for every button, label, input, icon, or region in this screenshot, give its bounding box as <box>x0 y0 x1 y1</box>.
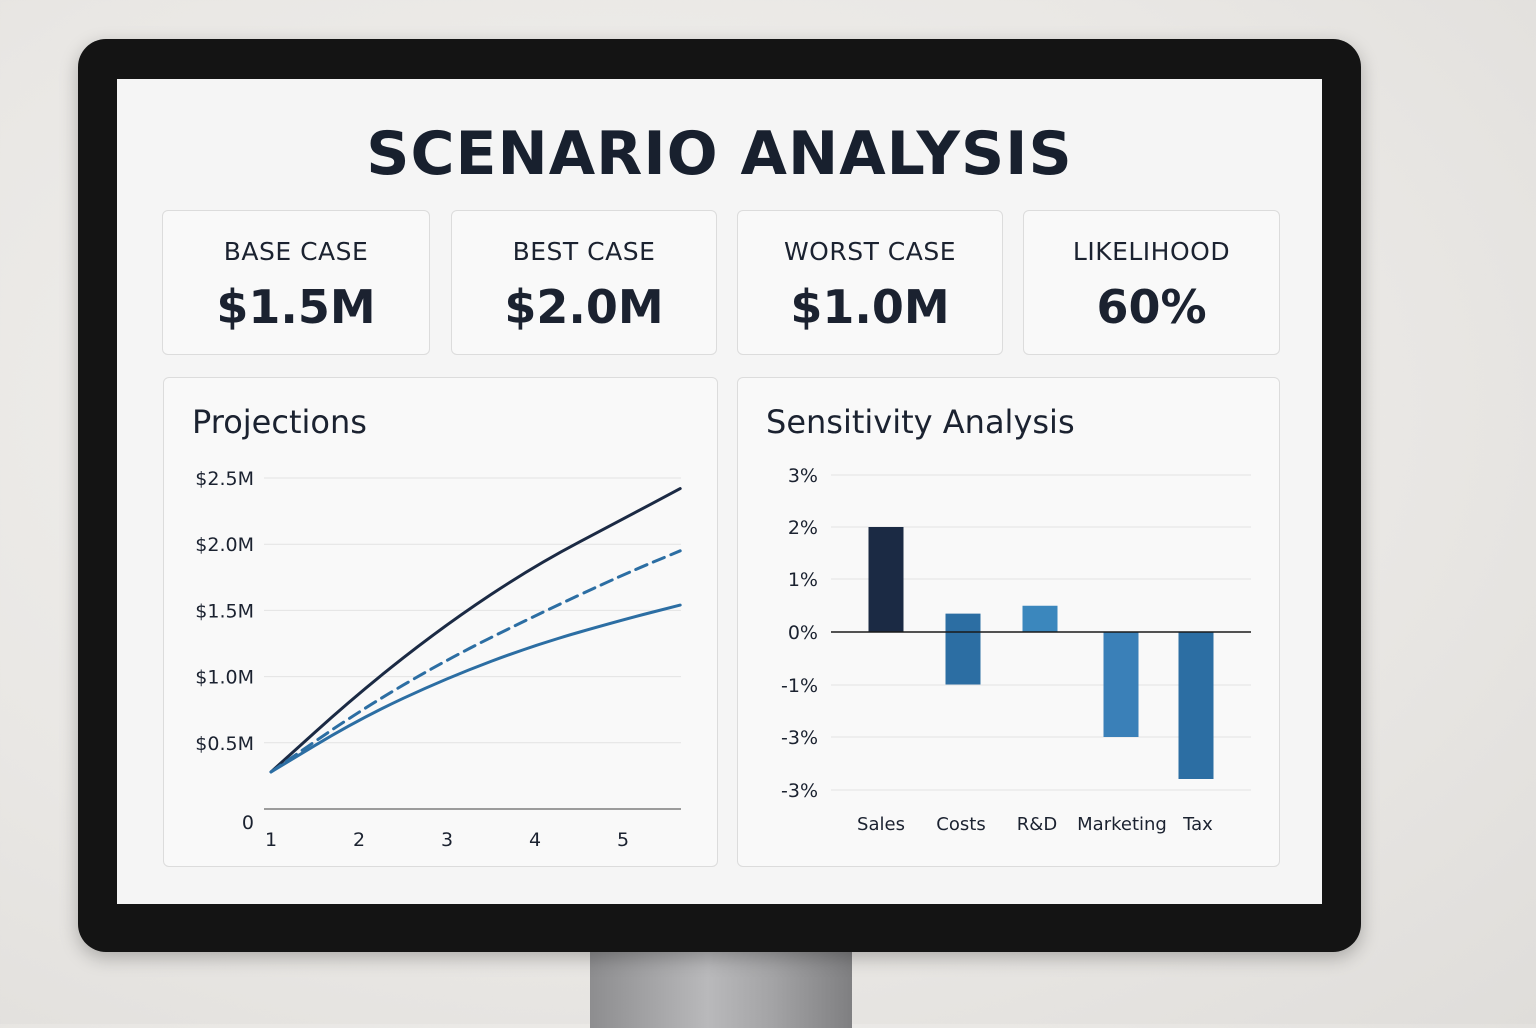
y-tick-label: $1.0M <box>195 667 254 689</box>
x-tick-label: Tax <box>1182 814 1213 835</box>
y-tick-label: $0.5M <box>195 733 254 755</box>
kpi-value: 60% <box>1096 280 1207 334</box>
bar-sales <box>868 527 904 632</box>
kpi-value: $1.0M <box>790 280 950 334</box>
kpi-card-worst-case: WORST CASE $1.0M <box>737 210 1003 355</box>
y-tick-label: $2.0M <box>195 534 254 556</box>
x-tick-label: 1 <box>265 829 277 851</box>
dashboard-screen: SCENARIO ANALYSIS BASE CASE $1.5M BEST C… <box>117 79 1322 904</box>
x-tick-label: 5 <box>617 829 629 851</box>
bar-marketing <box>1103 632 1139 737</box>
y-tick-label: 0 <box>242 812 254 834</box>
sensitivity-title: Sensitivity Analysis <box>766 403 1075 441</box>
bar-costs <box>945 613 981 685</box>
x-tick-label: 4 <box>529 829 541 851</box>
bar-rd <box>1022 605 1058 632</box>
series-line-2 <box>269 549 682 774</box>
kpi-card-base-case: BASE CASE $1.5M <box>162 210 430 355</box>
y-tick-label: -3% <box>781 780 818 802</box>
sensitivity-chart: 3% 2% 1% 0% -1% -3% -3% Sales Costs R&D Marketing T… <box>781 465 1251 835</box>
monitor-stand <box>590 948 852 1028</box>
y-tick-label: 3% <box>788 465 818 487</box>
y-tick-label: 1% <box>788 569 818 591</box>
x-tick-label: Costs <box>936 814 985 835</box>
projections-title: Projections <box>192 403 367 441</box>
bar-tax <box>1178 632 1214 779</box>
kpi-label: LIKELIHOOD <box>1072 237 1231 266</box>
y-tick-label: $1.5M <box>195 600 254 622</box>
kpi-value: $1.5M <box>216 280 376 334</box>
kpi-card-best-case: BEST CASE $2.0M <box>451 210 717 355</box>
x-tick-label: Sales <box>857 814 905 835</box>
kpi-value: $2.0M <box>504 280 664 334</box>
x-tick-label: 2 <box>353 829 365 851</box>
sensitivity-panel: Sensitivity Analysis 3% 2% 1% 0% -1% -3% -3% Sa… <box>737 377 1280 867</box>
projections-panel: Projections 0 $0.5M $1.0M $1.5M $2.0M $2.5M 1 2… <box>163 377 718 867</box>
y-tick-label: -1% <box>781 675 818 697</box>
series-line-3 <box>269 603 682 774</box>
kpi-card-likelihood: LIKELIHOOD 60% <box>1023 210 1280 355</box>
projections-chart: 0 $0.5M $1.0M $1.5M $2.0M $2.5M 1 2 3 4 5 <box>195 468 682 851</box>
kpi-label: BEST CASE <box>512 237 656 266</box>
y-tick-label: 0% <box>788 622 818 644</box>
y-tick-label: $2.5M <box>195 468 254 490</box>
kpi-label: WORST CASE <box>783 237 957 266</box>
x-tick-label: 3 <box>441 829 453 851</box>
y-tick-label: 2% <box>788 517 818 539</box>
series-line-1 <box>269 487 682 774</box>
page-title: SCENARIO ANALYSIS <box>366 119 1073 189</box>
y-tick-label: -3% <box>781 727 818 749</box>
x-tick-label: Marketing <box>1077 814 1167 835</box>
kpi-label: BASE CASE <box>223 237 369 266</box>
x-tick-label: R&D <box>1017 814 1057 835</box>
